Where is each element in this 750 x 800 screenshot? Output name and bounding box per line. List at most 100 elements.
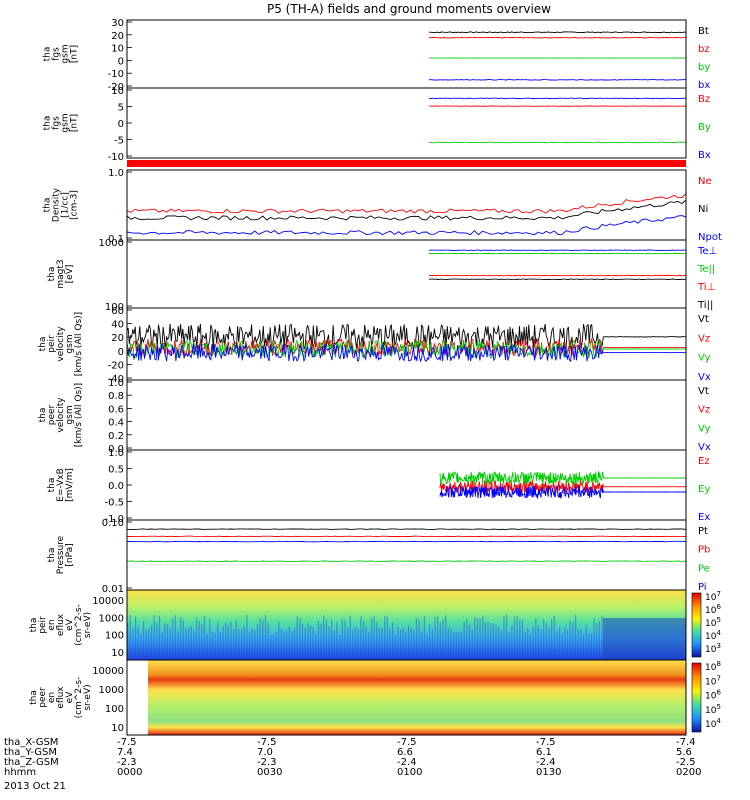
spectrogram-streak xyxy=(545,623,547,660)
spectrogram-streak xyxy=(145,629,147,660)
spectrogram-streak xyxy=(275,631,277,660)
spectrogram-streak xyxy=(376,621,378,660)
spectrogram-streak xyxy=(431,628,434,660)
y-tick-label: -5 xyxy=(114,136,124,147)
series-line-Vx xyxy=(126,343,686,363)
spectrogram-streak xyxy=(566,629,569,660)
series-line-Npot xyxy=(126,215,687,236)
panel-frame xyxy=(126,659,687,736)
spectrogram-streak xyxy=(264,615,267,660)
spectrogram-streak xyxy=(238,629,240,660)
panel-frame xyxy=(126,379,687,451)
spectrogram-streak xyxy=(378,627,381,660)
series-line-Ne xyxy=(126,193,687,214)
spectrogram-streak xyxy=(421,631,423,660)
y-axis-label-line: gsm xyxy=(65,334,75,353)
y-tick-label: 100 xyxy=(105,631,124,642)
spectrogram-streak xyxy=(452,632,455,660)
spectrogram-streak xyxy=(209,618,211,660)
y-tick-label: 10000 xyxy=(92,666,124,677)
y-tick-label: 5 xyxy=(118,103,124,114)
spectrogram-streak xyxy=(134,616,137,660)
spectrogram-streak xyxy=(413,630,415,660)
spectrogram-streak xyxy=(503,615,505,660)
y-axis-label-line: [km/s (All Qs)] xyxy=(74,383,84,447)
spectrogram-streak xyxy=(180,616,182,660)
y-axis-label-line: sr-eV) xyxy=(83,684,93,710)
legend-label-Te||: Te|| xyxy=(697,264,715,275)
spectrogram-streak xyxy=(312,627,314,660)
footer-value: 6.6 xyxy=(397,747,413,758)
y-axis-label-line: eV xyxy=(65,618,75,631)
spectrogram-streak xyxy=(519,619,521,660)
spectrogram-streak xyxy=(434,616,436,660)
y-tick-label: 30 xyxy=(111,18,124,29)
y-axis-label: tha peir velocity gsm [km/s (All Qs)] xyxy=(38,312,84,376)
y-tick-label: 0 xyxy=(118,347,124,358)
spectrogram-streak xyxy=(463,622,465,660)
y-axis-label: tha peir en eflux eV (cm^2-s-sr-eV) xyxy=(29,604,93,646)
footer-value: -2.4 xyxy=(397,757,417,768)
spectrogram-streak xyxy=(582,634,585,660)
spectrogram-streak xyxy=(402,628,404,660)
spectrogram-streak xyxy=(158,615,161,660)
spectrogram-streak xyxy=(529,633,532,660)
spectrogram-streak xyxy=(405,631,407,660)
spectrogram-streak xyxy=(439,622,441,660)
spectrogram-streak xyxy=(495,624,497,660)
panel-2: 10 5 0 -5 -10 tha fgs gsm [nT] Bz By Bx xyxy=(43,86,711,163)
spectrogram-streak xyxy=(254,629,256,660)
legend-label-Ne: Ne xyxy=(698,176,712,187)
spectrogram-streak xyxy=(307,623,309,660)
y-axis-label-line: velocity xyxy=(56,397,66,433)
spectrogram-streak xyxy=(354,626,357,660)
spectrogram-streak xyxy=(381,627,383,660)
legend-label-Pe: Pe xyxy=(698,563,710,574)
y-tick-label: 20 xyxy=(111,333,124,344)
spectrogram-streak xyxy=(185,628,187,660)
footer-row-label: tha_X-GSM xyxy=(4,737,58,748)
spectrogram-streak xyxy=(468,624,471,660)
spectrogram-streak xyxy=(492,623,494,660)
spectrogram-streak xyxy=(142,621,145,660)
spectrogram-streak xyxy=(558,626,561,660)
legend-label-Vt: Vt xyxy=(698,386,709,397)
spectrogram-streak xyxy=(243,625,245,660)
footer-value: 0030 xyxy=(257,767,282,778)
y-axis-label: tha fgs gsm [nT] xyxy=(43,113,80,132)
footer-value: -7.5 xyxy=(257,737,277,748)
series-line-Ti⊥ xyxy=(428,274,687,277)
spectrogram-streak xyxy=(211,631,214,660)
footer-row-label: tha_Z-GSM xyxy=(4,757,59,768)
y-tick-label: -20 xyxy=(108,82,124,93)
spectrogram-streak xyxy=(466,618,468,660)
spectrogram-streak xyxy=(301,623,304,660)
y-tick-label: 0.1 xyxy=(108,234,124,245)
spectrogram-streak xyxy=(479,618,481,660)
spectrogram-streak xyxy=(471,629,473,660)
y-tick-label: 1.0 xyxy=(108,168,124,179)
spectrogram-streak xyxy=(331,619,333,660)
series-line-Ni xyxy=(126,199,687,221)
y-axis-label-line: tha xyxy=(47,267,57,282)
spectrogram-streak xyxy=(177,630,179,660)
colorbar-tick-label: 104 xyxy=(705,717,721,730)
spectrogram-streak xyxy=(365,626,367,660)
spectrogram-streak xyxy=(137,625,139,660)
legend-label-Vx: Vx xyxy=(698,372,711,383)
spectrogram-streak xyxy=(187,627,190,660)
spectrogram-fill xyxy=(148,660,686,735)
spectrogram-streak xyxy=(498,626,500,660)
panel-4: 1000 100 tha magt3 [eV] Te⊥ Te|| Ti⊥ Ti|| xyxy=(47,238,717,313)
y-axis-label-line: gsm xyxy=(61,44,71,63)
y-tick-label: 0.6 xyxy=(108,404,124,415)
spectrogram-streak xyxy=(450,628,452,660)
spectrogram-streak xyxy=(368,632,370,660)
y-axis-label-line: [eV] xyxy=(65,265,75,284)
legend-label-Npot: Npot xyxy=(698,232,722,243)
y-tick-label: 0.2 xyxy=(108,431,124,442)
y-axis-label-line: tha xyxy=(29,690,39,705)
spectrogram-streak xyxy=(153,615,155,660)
spectrogram-streak xyxy=(397,626,399,660)
spectrogram-streak xyxy=(270,634,272,660)
